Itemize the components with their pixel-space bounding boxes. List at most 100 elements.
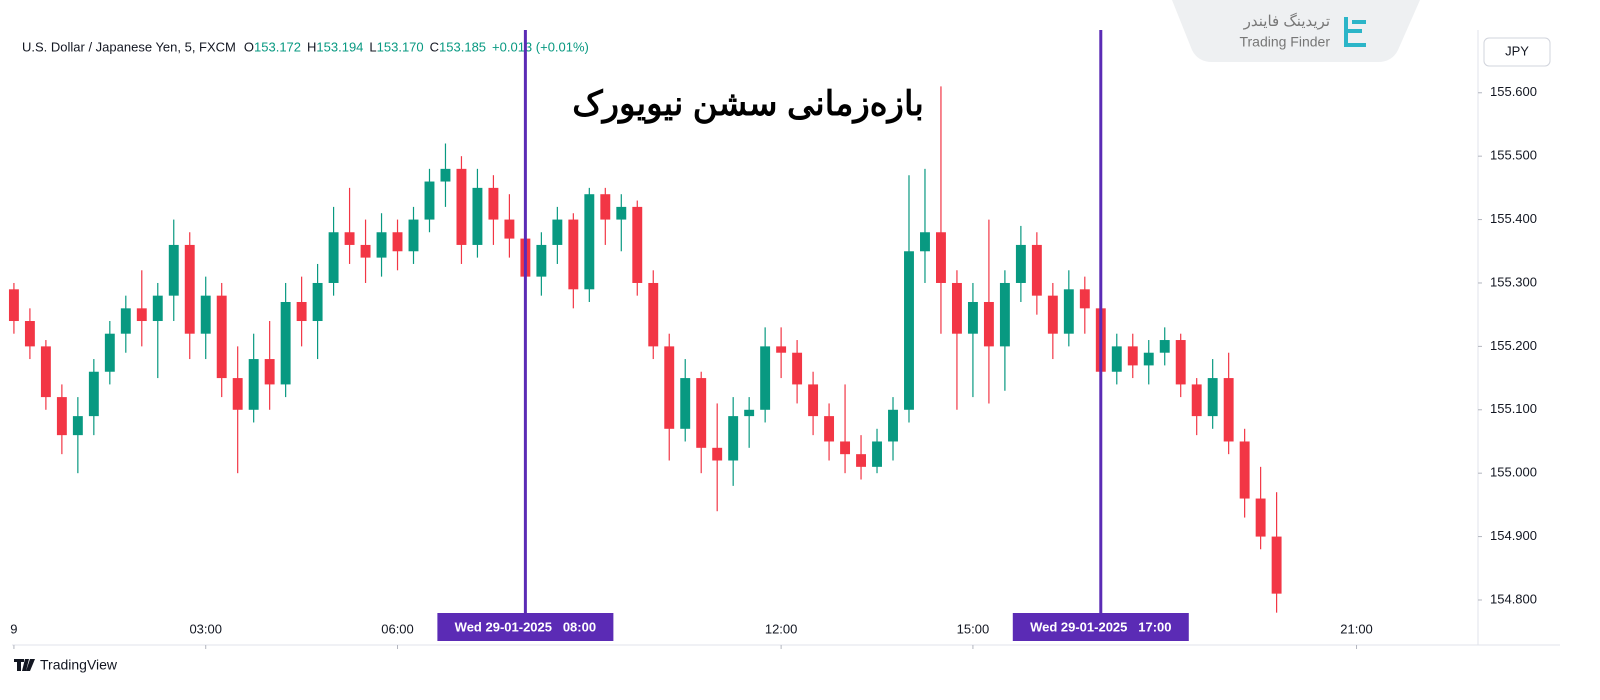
candle-body	[1143, 352, 1154, 366]
y-tick-label: 155.500	[1490, 148, 1537, 163]
candle-body	[424, 181, 435, 220]
candle-body	[1063, 289, 1074, 334]
candle-body	[280, 301, 291, 385]
candle-body	[232, 378, 243, 410]
ohlc-value: 153.172	[254, 39, 301, 54]
marker-label: Wed 29-01-2025 08:00	[455, 619, 596, 634]
marker-label: Wed 29-01-2025 17:00	[1030, 619, 1171, 634]
candle-body	[200, 295, 211, 334]
candle-body	[552, 219, 563, 245]
candle-body	[760, 346, 771, 410]
watermark-box	[1172, 0, 1420, 62]
marker-label-box	[1012, 613, 1189, 641]
candle-body	[696, 378, 707, 448]
candle-body	[216, 295, 227, 379]
y-tick-label: 155.100	[1490, 401, 1537, 416]
candle-body	[312, 282, 323, 322]
candle-body	[1255, 498, 1266, 537]
unit-label: JPY	[1505, 43, 1529, 58]
candle-body	[840, 441, 851, 455]
candle-body	[824, 416, 835, 442]
candle-body	[1159, 340, 1170, 353]
candle-body	[983, 301, 994, 347]
candle-body	[184, 244, 195, 334]
candle-body	[104, 333, 115, 372]
candle-body	[88, 371, 99, 417]
y-tick-label: 154.900	[1490, 528, 1537, 543]
candle-body	[648, 282, 659, 347]
candle-body	[24, 321, 35, 347]
candle-body	[1111, 346, 1122, 372]
candle-body	[344, 232, 355, 245]
ohlc-key: H	[307, 39, 316, 54]
ohlc-key: C	[430, 39, 439, 54]
x-tick-label: 12:00	[765, 621, 798, 636]
candle-body	[600, 194, 611, 220]
candle-body	[1175, 340, 1186, 385]
x-tick-label: 15:00	[957, 621, 990, 636]
candle-body	[712, 447, 723, 461]
y-tick-label: 155.400	[1490, 211, 1537, 226]
candle-body	[1031, 244, 1042, 296]
plot	[8, 86, 1282, 613]
candle-body	[392, 232, 403, 252]
candle-body	[152, 295, 163, 322]
candle-body	[1271, 536, 1282, 594]
candle-body	[472, 187, 483, 245]
candle-body	[536, 244, 547, 277]
candle-body	[1047, 295, 1058, 334]
candle-body	[360, 244, 371, 258]
candle-body	[1079, 289, 1090, 309]
ohlc-value: 153.170	[377, 39, 424, 54]
candle-body	[1239, 441, 1250, 499]
candle-body	[680, 378, 691, 429]
candle-body	[120, 308, 131, 334]
footer: TradingView	[40, 657, 118, 673]
y-tick-label: 155.300	[1490, 274, 1537, 289]
x-tick-label: 21:00	[1340, 621, 1373, 636]
candle-body	[376, 232, 387, 258]
tv-logo	[14, 659, 35, 671]
candle-body	[856, 454, 866, 467]
candle-body	[920, 232, 930, 252]
candle-body	[728, 416, 739, 461]
y-tick-label: 154.800	[1490, 591, 1537, 606]
candle-body	[999, 282, 1010, 347]
watermark-logo	[1344, 17, 1366, 47]
candle-body	[504, 219, 515, 239]
candle-body	[808, 384, 819, 417]
y-tick-label: 155.600	[1490, 84, 1537, 99]
ohlc-key: L	[369, 39, 376, 54]
unit-box	[1483, 37, 1551, 67]
candle-body	[936, 232, 946, 283]
candle-body	[408, 219, 419, 252]
candle-body	[456, 168, 467, 245]
y-tick-label: 155.200	[1490, 338, 1537, 353]
marker-label-box	[437, 613, 614, 641]
candle-body	[1207, 378, 1218, 417]
candle-body	[264, 359, 275, 385]
candle-body	[792, 352, 803, 385]
candle-body	[1191, 384, 1202, 417]
ohlc-value: 153.194	[316, 39, 363, 54]
watermark-fa: تریدینگ فایندر	[1243, 12, 1330, 30]
candle-body	[904, 251, 914, 410]
symbol: U.S. Dollar / Japanese Yen, 5, FXCM	[22, 39, 236, 54]
header: U.S. Dollar / Japanese Yen, 5, FXCM O 153.…	[22, 39, 589, 54]
ohlc-value: 153.185	[439, 39, 486, 54]
candle-body	[72, 416, 83, 436]
candle-body	[872, 441, 882, 467]
candle-body	[328, 232, 339, 283]
change: +0.013 (+0.01%)	[492, 39, 589, 54]
candle-body	[440, 168, 451, 182]
candle-body	[56, 397, 67, 436]
candle-body	[1127, 346, 1138, 366]
x-tick-label: 03:00	[189, 621, 222, 636]
chart-title: بازه‌زمانی سشن نیویورک	[572, 85, 924, 124]
candle-body	[632, 206, 643, 283]
x-tick-label: 06:00	[381, 621, 414, 636]
candle-body	[1223, 378, 1234, 442]
candle-body	[616, 206, 627, 220]
candle-body	[488, 187, 499, 220]
